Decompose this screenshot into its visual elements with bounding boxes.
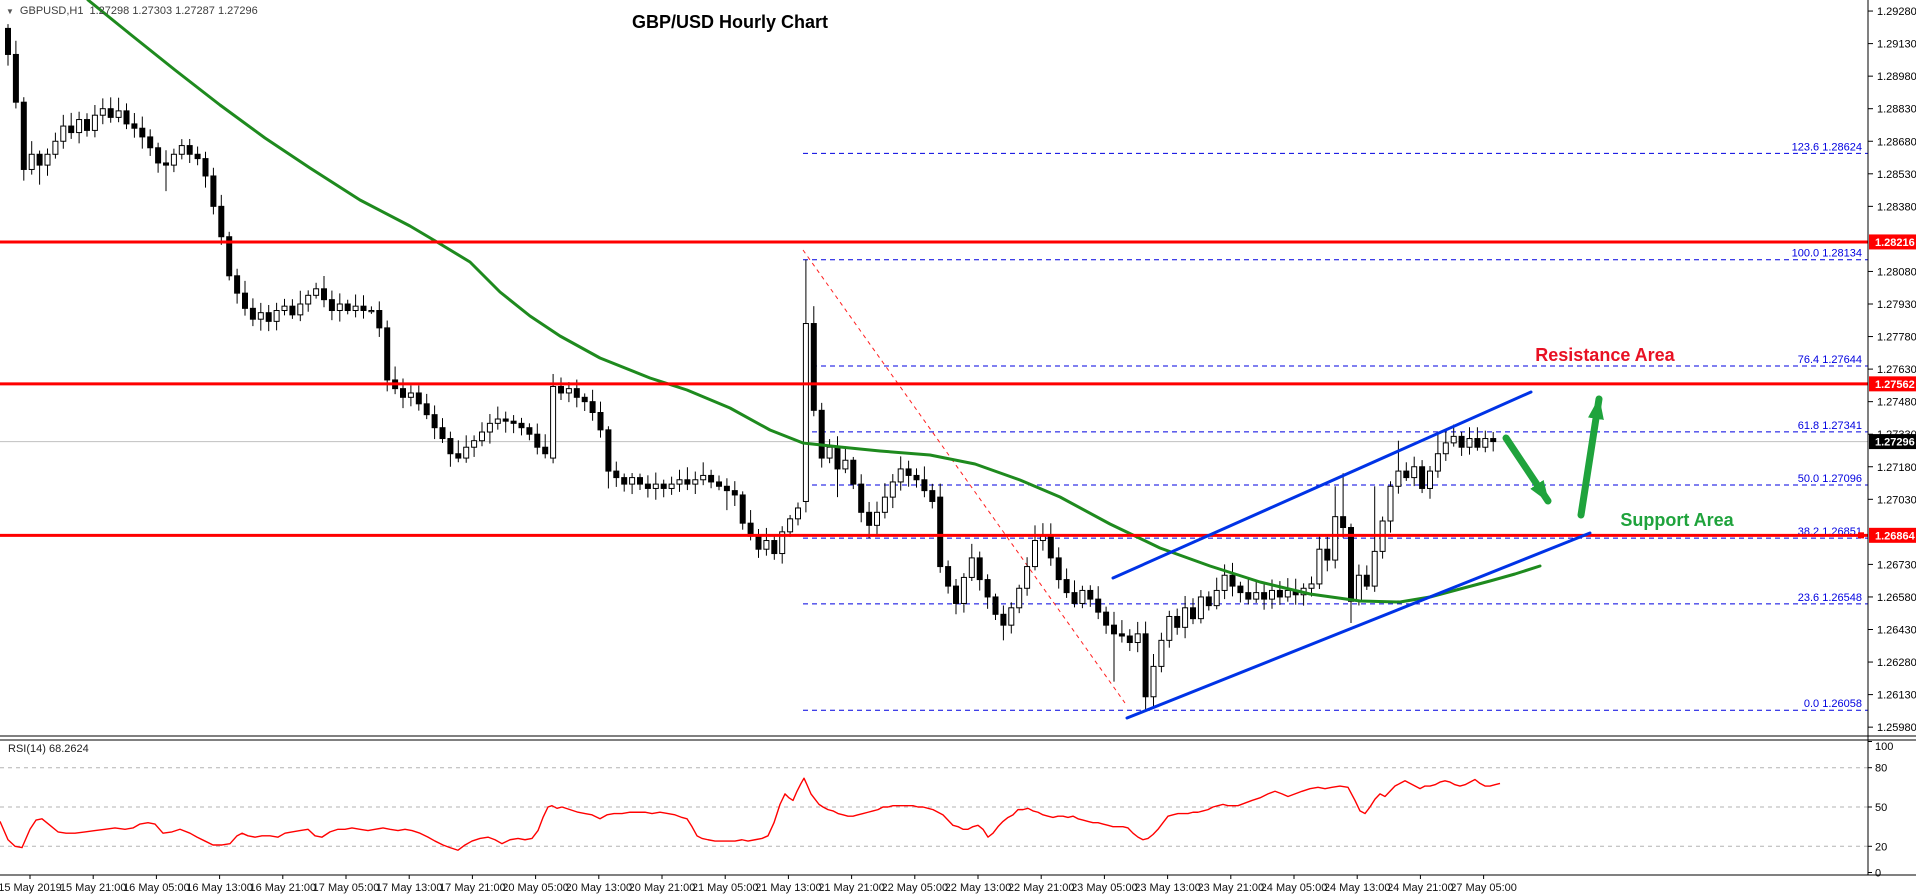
svg-text:24 May 05:00: 24 May 05:00 (1261, 882, 1328, 894)
lower-channel-line[interactable] (1125, 531, 1592, 720)
svg-text:50.0 1.27096: 50.0 1.27096 (1798, 473, 1862, 485)
svg-text:76.4 1.27644: 76.4 1.27644 (1798, 354, 1862, 366)
svg-text:1.28980: 1.28980 (1877, 71, 1916, 83)
svg-text:22 May 21:00: 22 May 21:00 (1008, 882, 1075, 894)
svg-text:22 May 13:00: 22 May 13:00 (945, 882, 1012, 894)
svg-text:1.27630: 1.27630 (1877, 364, 1916, 376)
svg-text:0: 0 (1875, 868, 1881, 880)
rsi-indicator-label: RSI(14) 68.2624 (8, 743, 89, 755)
svg-text:15 May 21:00: 15 May 21:00 (60, 882, 127, 894)
svg-text:1.28380: 1.28380 (1877, 201, 1916, 213)
svg-text:61.8 1.27341: 61.8 1.27341 (1798, 420, 1862, 432)
svg-text:1.26280: 1.26280 (1877, 657, 1916, 669)
svg-text:1.28530: 1.28530 (1877, 169, 1916, 181)
rsi-line (0, 777, 1501, 851)
svg-text:17 May 13:00: 17 May 13:00 (376, 882, 443, 894)
trend-arrow[interactable] (1577, 395, 1604, 519)
svg-text:20 May 21:00: 20 May 21:00 (629, 882, 696, 894)
price-tag (1869, 376, 1916, 392)
rsi-pane[interactable] (0, 767, 1868, 851)
pane-borders (0, 0, 1916, 876)
chevron-down-icon[interactable]: ▼ (6, 6, 14, 16)
svg-text:17 May 05:00: 17 May 05:00 (313, 882, 380, 894)
svg-text:20: 20 (1875, 841, 1887, 853)
svg-text:1.26580: 1.26580 (1877, 592, 1916, 604)
support-area-label: Support Area (1620, 510, 1734, 530)
svg-text:0.0 1.26058: 0.0 1.26058 (1804, 698, 1862, 710)
symbol-info-bar[interactable]: ▼ GBPUSD,H1 1.27298 1.27303 1.27287 1.27… (6, 5, 258, 17)
svg-text:1.28830: 1.28830 (1877, 104, 1916, 116)
svg-text:1.27296: 1.27296 (1875, 437, 1915, 449)
svg-text:1.27562: 1.27562 (1875, 379, 1915, 391)
svg-text:21 May 13:00: 21 May 13:00 (755, 882, 822, 894)
svg-text:1.27180: 1.27180 (1877, 462, 1916, 474)
svg-text:16 May 13:00: 16 May 13:00 (186, 882, 253, 894)
svg-text:100: 100 (1875, 741, 1893, 753)
svg-text:1.28680: 1.28680 (1877, 136, 1916, 148)
svg-text:16 May 21:00: 16 May 21:00 (249, 882, 316, 894)
svg-text:17 May 21:00: 17 May 21:00 (439, 882, 506, 894)
svg-text:1.26730: 1.26730 (1877, 559, 1916, 571)
svg-text:1.27480: 1.27480 (1877, 397, 1916, 409)
svg-text:23 May 05:00: 23 May 05:00 (1071, 882, 1138, 894)
svg-text:1.29280: 1.29280 (1877, 6, 1916, 18)
upper-channel-line[interactable] (1111, 390, 1533, 580)
svg-text:1.27930: 1.27930 (1877, 299, 1916, 311)
svg-text:22 May 05:00: 22 May 05:00 (881, 882, 948, 894)
price-tag (1869, 234, 1916, 250)
svg-text:1.25980: 1.25980 (1877, 722, 1916, 734)
price-tag (1869, 434, 1916, 450)
svg-text:50: 50 (1875, 802, 1887, 814)
fibonacci-retracement[interactable]: 123.6 1.28624 100.0 1.28134 76.4 1.27644 61… (803, 141, 1868, 711)
svg-text:24 May 21:00: 24 May 21:00 (1387, 882, 1454, 894)
svg-text:123.6 1.28624: 123.6 1.28624 (1792, 141, 1862, 153)
svg-text:1.26864: 1.26864 (1875, 530, 1916, 542)
svg-text:1.28080: 1.28080 (1877, 266, 1916, 278)
svg-text:16 May 05:00: 16 May 05:00 (123, 882, 190, 894)
resistance-area-label: Resistance Area (1535, 345, 1675, 365)
price-tag (1869, 527, 1916, 543)
quote-ohlc-values: 1.27298 1.27303 1.27287 1.27296 (89, 5, 258, 17)
svg-text:20 May 05:00: 20 May 05:00 (502, 882, 569, 894)
svg-text:1.26430: 1.26430 (1877, 625, 1916, 637)
trend-arrow[interactable] (1502, 434, 1552, 505)
svg-text:100.0 1.28134: 100.0 1.28134 (1792, 248, 1862, 260)
svg-text:1.26130: 1.26130 (1877, 690, 1916, 702)
chart-title: GBP/USD Hourly Chart (631, 12, 829, 32)
symbol-label: GBPUSD,H1 (19, 5, 84, 17)
price-axis[interactable]: 1.29280 1.29130 1.28980 1.28830 1.28680 1.285… (1858, 6, 1916, 880)
svg-text:23 May 13:00: 23 May 13:00 (1134, 882, 1201, 894)
svg-text:23.6 1.26548: 23.6 1.26548 (1798, 592, 1862, 604)
svg-text:1.29130: 1.29130 (1877, 39, 1916, 51)
svg-text:20 May 13:00: 20 May 13:00 (565, 882, 632, 894)
svg-text:1.27030: 1.27030 (1877, 494, 1916, 506)
price-pane[interactable]: 123.6 1.28624 100.0 1.28134 76.4 1.27644 61… (0, 0, 1868, 720)
candlesticks (5, 24, 1497, 711)
svg-text:21 May 21:00: 21 May 21:00 (818, 882, 885, 894)
svg-text:15 May 2019: 15 May 2019 (0, 882, 62, 894)
svg-text:27 May 05:00: 27 May 05:00 (1450, 882, 1517, 894)
svg-text:80: 80 (1875, 763, 1887, 775)
svg-text:24 May 13:00: 24 May 13:00 (1324, 882, 1391, 894)
svg-text:1.27780: 1.27780 (1877, 332, 1916, 344)
svg-text:23 May 21:00: 23 May 21:00 (1197, 882, 1264, 894)
moving-average-line[interactable] (86, 0, 1542, 604)
svg-text:21 May 05:00: 21 May 05:00 (692, 882, 759, 894)
svg-text:1.28216: 1.28216 (1875, 237, 1915, 249)
